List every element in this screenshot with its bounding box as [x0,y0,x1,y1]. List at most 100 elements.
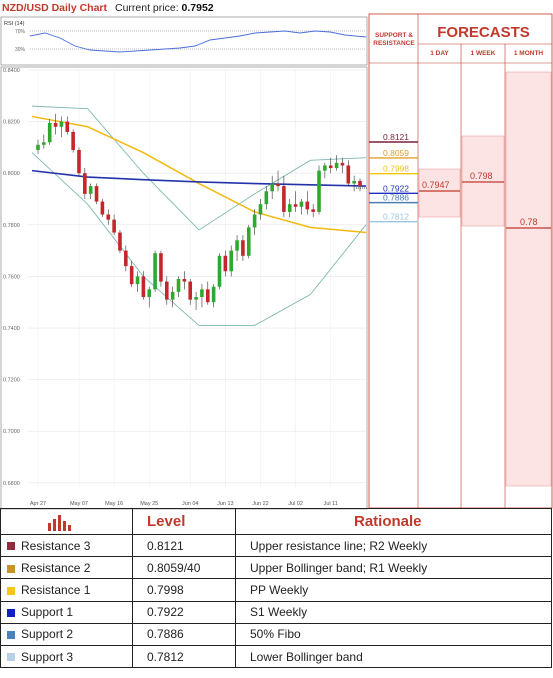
level-name-cell: Resistance 3 [0,533,133,558]
candle-body [258,204,263,215]
y-tick-label: 0.7600 [3,274,20,280]
level-swatch [7,542,15,551]
sr-level-value: 0.7886 [383,193,409,203]
current-price: Current price: 0.7952 [115,2,214,14]
candle-body [176,279,181,292]
bollinger-upper [31,105,367,231]
sr-level-value: 0.8059 [383,148,409,158]
candle-body [135,276,140,285]
x-tick-label: Apr 27 [30,501,46,507]
level-swatch [7,653,15,662]
candle-body [287,204,292,212]
candle-body [100,201,105,215]
sr-level-value: 0.7922 [383,183,409,193]
level-value: 0.8121 [132,533,236,558]
candle-body [282,186,286,212]
levels-table: Level Rationale Resistance 3 0.8121 Upper … [0,508,553,678]
level-header: Level [132,508,236,535]
sr-level-value: 0.7998 [383,164,409,174]
candle-body [165,281,169,300]
candle-body [88,186,93,194]
x-tick-label: Jun 04 [182,501,199,507]
level-value: 0.7998 [132,578,236,602]
candle-body [147,289,152,298]
x-tick-label: Jul 11 [324,501,338,507]
candle-body [170,291,175,300]
x-tick-label: Jul 02 [288,501,303,507]
y-tick-label: 0.6800 [3,481,20,487]
bollinger-lower [31,152,367,326]
level-swatch [7,564,15,573]
candle-body [53,122,58,127]
candle-body [159,253,163,282]
col-1week: 1 WEEK [470,50,496,57]
candle-body [211,286,216,303]
candle-body [311,209,315,212]
candle-body [188,281,193,300]
week-forecast-value: 0.798 [470,171,493,181]
table-row: Support 1 0.7922 S1 Weekly [0,600,552,624]
candle-body [235,240,239,251]
candle-body [223,255,228,272]
level-name: Support 1 [21,605,74,620]
day-forecast-value: 0.7947 [422,180,450,190]
level-name-cell: Support 2 [0,622,133,646]
bar-chart-icon [48,514,71,531]
table-row: Resistance 1 0.7998 PP Weekly [0,578,552,602]
level-name-cell: Resistance 1 [0,578,133,602]
month-range [505,71,552,487]
table-icon-header [0,508,133,535]
candle-body [106,214,111,220]
level-value: 0.7812 [132,644,236,669]
candle-body [317,170,321,212]
level-swatch [7,608,15,617]
y-tick-label: 0.7800 [3,223,20,229]
y-tick-label: 0.7000 [3,429,20,435]
moving-average-blue [31,169,367,187]
candle-body [358,180,362,187]
candle-body [299,201,304,207]
main-chart-frame [0,66,368,510]
candle-body [200,289,204,298]
candle-body [129,266,134,285]
candle-body [124,250,128,267]
level-value: 0.7886 [132,622,236,646]
candle-body [305,201,310,210]
table-row: Resistance 3 0.8121 Upper resistance line;… [0,533,552,558]
candle-body [47,122,52,143]
day-range [418,168,461,218]
level-name-cell: Support 3 [0,644,133,669]
level-rationale: 50% Fibo [235,622,552,646]
sr-level-value: 0.8121 [383,132,409,142]
moving-average-yellow [31,115,367,234]
level-name-cell: Support 1 [0,600,133,624]
candle-body [42,142,46,145]
level-rationale: Lower Bollinger band [235,644,552,669]
candle-body [276,183,280,187]
forecasts-title: FORECASTS [437,24,530,41]
y-tick-label: 0.8400 [3,68,20,74]
candle-body [328,165,333,169]
x-tick-label: Jun 22 [252,501,269,507]
candle-body [217,255,222,287]
candle-body [153,253,157,290]
x-tick-label: Jun 13 [217,501,234,507]
candle-body [36,144,40,150]
candle-body [229,250,233,272]
level-rationale: Upper resistance line; R2 Weekly [235,533,552,558]
candle-body [112,219,116,233]
level-rationale: Upper Bollinger band; R1 Weekly [235,556,552,580]
rsi-level-70: 70% [15,29,26,35]
chart-header: NZD/USD Daily Chart Current price: 0.795… [0,0,365,16]
candle-body [270,183,274,192]
candle-body [65,121,70,132]
level-swatch [7,586,15,595]
y-tick-label: 0.8000 [3,171,20,177]
table-row: Support 2 0.7886 50% Fibo [0,622,552,646]
rsi-panel [0,16,368,66]
candle-body [252,214,257,228]
level-value: 0.8059/40 [132,556,236,580]
level-name: Resistance 1 [21,582,91,597]
rsi-level-30: 30% [15,47,26,53]
sr-level-value: 0.7812 [383,212,409,222]
